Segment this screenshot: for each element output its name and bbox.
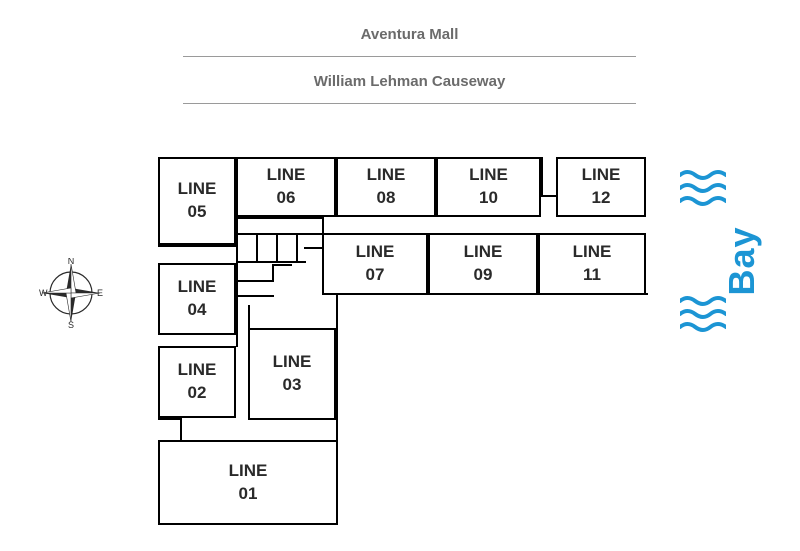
svg-text:E: E xyxy=(97,288,103,298)
unit-label-id: 11 xyxy=(583,264,601,287)
interior-line xyxy=(236,217,238,347)
unit-label-id: 04 xyxy=(188,299,207,322)
unit-02: LINE02 xyxy=(158,346,236,418)
unit-05: LINE05 xyxy=(158,157,236,245)
unit-label-word: LINE xyxy=(178,359,217,382)
header-bottom-label: William Lehman Causeway xyxy=(183,73,636,90)
wave-icon xyxy=(680,320,726,338)
unit-08: LINE08 xyxy=(336,157,436,217)
unit-12: LINE12 xyxy=(556,157,646,217)
unit-label-word: LINE xyxy=(573,241,612,264)
unit-label-id: 12 xyxy=(592,187,611,210)
unit-label-id: 03 xyxy=(283,374,302,397)
svg-text:W: W xyxy=(39,288,48,298)
interior-line xyxy=(236,261,306,263)
unit-label-word: LINE xyxy=(367,164,406,187)
unit-label-word: LINE xyxy=(178,178,217,201)
unit-07: LINE07 xyxy=(322,233,428,295)
unit-11: LINE11 xyxy=(538,233,646,295)
unit-09: LINE09 xyxy=(428,233,538,295)
unit-label-word: LINE xyxy=(582,164,621,187)
interior-line xyxy=(236,217,324,219)
interior-line xyxy=(541,195,558,197)
unit-06: LINE06 xyxy=(236,157,336,217)
interior-line xyxy=(296,233,298,261)
interior-line xyxy=(180,418,182,442)
svg-text:N: N xyxy=(68,258,75,266)
interior-line xyxy=(336,293,648,295)
interior-line xyxy=(272,264,274,282)
unit-label-id: 07 xyxy=(366,264,385,287)
unit-01: LINE01 xyxy=(158,440,338,525)
interior-line xyxy=(158,245,238,247)
interior-line xyxy=(336,295,338,427)
unit-label-id: 10 xyxy=(479,187,498,210)
interior-line xyxy=(236,233,324,235)
interior-line xyxy=(256,233,258,261)
unit-label-word: LINE xyxy=(464,241,503,264)
bay-label: Bay xyxy=(721,221,763,301)
interior-line xyxy=(276,233,278,261)
interior-line xyxy=(272,264,292,266)
header-rule-2 xyxy=(183,103,636,104)
unit-label-id: 01 xyxy=(239,483,258,506)
unit-label-word: LINE xyxy=(229,460,268,483)
unit-label-id: 08 xyxy=(377,187,396,210)
unit-label-id: 09 xyxy=(474,264,493,287)
unit-label-id: 06 xyxy=(277,187,296,210)
svg-text:S: S xyxy=(68,320,74,328)
unit-label-id: 05 xyxy=(188,201,207,224)
interior-line xyxy=(336,425,338,442)
unit-label-word: LINE xyxy=(469,164,508,187)
wave-icon xyxy=(680,194,726,212)
unit-10: LINE10 xyxy=(436,157,541,217)
unit-label-id: 02 xyxy=(188,382,207,405)
interior-line xyxy=(541,157,543,195)
interior-line xyxy=(236,295,274,297)
unit-label-word: LINE xyxy=(178,276,217,299)
unit-03: LINE03 xyxy=(248,328,336,420)
interior-line xyxy=(304,247,324,249)
compass: N E S W xyxy=(36,258,106,328)
header-rule-1 xyxy=(183,56,636,57)
unit-label-word: LINE xyxy=(273,351,312,374)
unit-04: LINE04 xyxy=(158,263,236,335)
unit-label-word: LINE xyxy=(267,164,306,187)
unit-label-word: LINE xyxy=(356,241,395,264)
header-top-label: Aventura Mall xyxy=(183,26,636,43)
interior-line xyxy=(158,418,182,420)
interior-line xyxy=(248,305,250,330)
interior-line xyxy=(236,280,274,282)
